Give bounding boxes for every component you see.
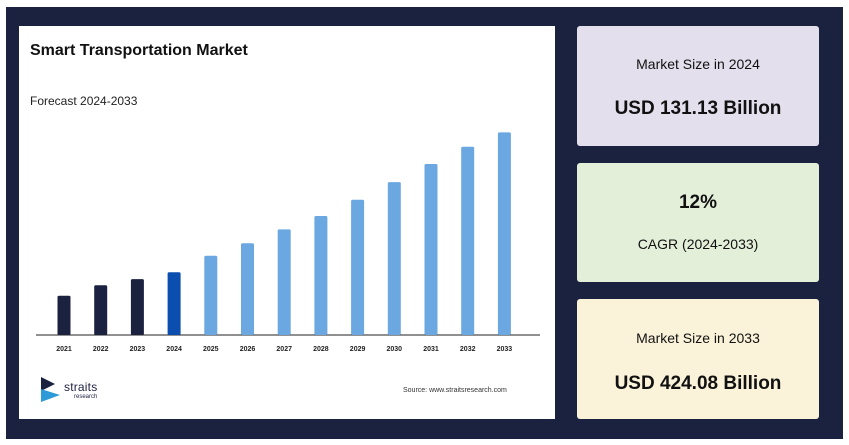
bar-2030	[387, 182, 401, 335]
cagr-value: 12%	[678, 192, 718, 213]
bar-2029	[351, 199, 365, 335]
tick-label-2023: 2023	[130, 346, 146, 353]
cagr-label: CAGR (2024-2033)	[637, 236, 759, 252]
bar-2032	[461, 146, 475, 335]
chart-subtitle: Forecast 2024-2033	[30, 94, 138, 108]
bar-2023	[130, 279, 144, 335]
tick-label-2024: 2024	[166, 346, 182, 353]
bar-2027	[277, 229, 291, 335]
tick-label-2021: 2021	[56, 346, 72, 353]
bar-2022	[94, 285, 108, 335]
straits-logo: straits research	[41, 375, 121, 405]
bar-2031	[424, 164, 438, 335]
market-size-2033-label: Market Size in 2033	[636, 330, 760, 346]
tick-label-2030: 2030	[387, 346, 403, 353]
bar-2026	[241, 243, 254, 335]
straits-logo-icon	[41, 377, 60, 402]
logo-word: straits	[64, 380, 98, 394]
market-size-2033-card: Market Size in 2033 USD 424.08 Billion	[577, 299, 819, 419]
market-size-2033-value: USD 424.08 Billion	[614, 373, 782, 394]
logo-subtext: research	[74, 394, 98, 400]
tick-label-2031: 2031	[423, 346, 439, 353]
tick-label-2026: 2026	[240, 346, 256, 353]
market-size-2024-value: USD 131.13 Billion	[614, 98, 782, 119]
bar-2033	[497, 132, 511, 335]
tick-label-2027: 2027	[276, 346, 292, 353]
tick-label-2025: 2025	[203, 346, 219, 353]
market-size-2024-label: Market Size in 2024	[636, 56, 760, 72]
bar-2028	[314, 216, 328, 335]
bar-2021	[57, 295, 71, 335]
tick-label-2022: 2022	[93, 346, 109, 353]
bar-chart: 2021 2022 2023 2024 2025 2026 2027 2028 2029 2030…	[36, 132, 540, 353]
tick-label-2029: 2029	[350, 346, 366, 353]
source-text: Source: www.straitsresearch.com	[403, 387, 507, 394]
bar-2024	[167, 272, 181, 335]
cagr-card: 12% CAGR (2024-2033)	[577, 163, 819, 282]
chart-title: Smart Transportation Market	[30, 42, 248, 59]
tick-label-2033: 2033	[497, 346, 513, 353]
bar-2025	[204, 255, 218, 335]
tick-label-2028: 2028	[313, 346, 329, 353]
tick-label-2032: 2032	[460, 346, 476, 353]
chart-panel: Smart Transportation Market Forecast 202…	[19, 26, 555, 419]
market-size-2024-card: Market Size in 2024 USD 131.13 Billion	[577, 26, 819, 146]
